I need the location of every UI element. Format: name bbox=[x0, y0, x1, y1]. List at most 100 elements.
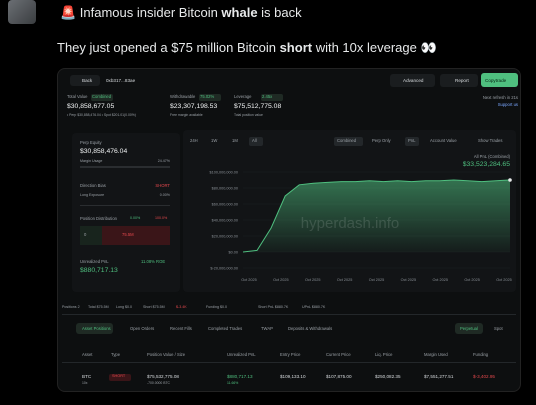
stat-label: Leverage bbox=[234, 94, 252, 99]
table-header: Funding bbox=[473, 352, 489, 357]
table-header: Position Value / Size bbox=[147, 352, 186, 357]
chart-toggle[interactable]: PnL bbox=[408, 138, 416, 143]
refresh-timer: Next refresh in 21s bbox=[482, 95, 518, 100]
support-link[interactable]: Support us bbox=[497, 102, 518, 107]
chart-toggle[interactable]: Perp Only bbox=[372, 138, 391, 143]
y-tick-label: $80,000,000.00 bbox=[212, 186, 238, 190]
avatar bbox=[8, 0, 36, 24]
wallet-address: 0xb317...83ae bbox=[106, 77, 136, 83]
margin-bar bbox=[80, 166, 170, 168]
watermark: hyperdash.info bbox=[300, 215, 400, 232]
distribution-short-bar bbox=[102, 226, 170, 245]
x-tick-label: Oct 2025 bbox=[241, 278, 256, 282]
y-tick-label: $40,000,000.00 bbox=[212, 218, 238, 222]
stat-value: $75,512,775.08 bbox=[234, 103, 282, 110]
stat-sub: Free margin available bbox=[170, 113, 203, 117]
x-tick-label: Oct 2025 bbox=[496, 278, 511, 282]
y-tick-label: $0.00 bbox=[228, 250, 238, 254]
table-cell-sub: -700.0000 BTC bbox=[147, 381, 170, 385]
distribution-long-bar bbox=[80, 226, 102, 245]
table-cell: $109,133.10 bbox=[280, 374, 306, 379]
range-tab[interactable]: All bbox=[252, 138, 257, 143]
short-badge bbox=[109, 373, 131, 381]
equity-label: Perp Equity bbox=[80, 140, 102, 145]
text-part: 🚨 Infamous insider Bitcoin bbox=[60, 5, 222, 20]
pnl-value: $33,523,284.65 bbox=[462, 161, 510, 168]
position-tab[interactable]: Deposits & Withdrawals bbox=[288, 326, 333, 331]
stat-tag bbox=[90, 93, 113, 101]
equity-value: $30,858,476.04 bbox=[80, 148, 128, 155]
table-cell: SHORT bbox=[112, 374, 126, 378]
text-part: is back bbox=[257, 5, 302, 20]
stat-tag-label: 2.45x bbox=[262, 94, 273, 99]
pnl-line bbox=[242, 179, 511, 253]
y-tick-label: $60,000,000.00 bbox=[212, 202, 238, 206]
bias-value: SHORT bbox=[155, 183, 170, 188]
text-part: whale bbox=[221, 5, 258, 20]
chart-toggle[interactable]: Show Trades bbox=[478, 138, 503, 143]
market-tab[interactable]: Spot bbox=[494, 326, 503, 331]
position-tab[interactable]: Open Orders bbox=[130, 326, 155, 331]
summary-item: Long $0.0 bbox=[116, 305, 132, 309]
text-part: with 10x leverage 👀 bbox=[312, 40, 437, 55]
stat-tag bbox=[260, 93, 283, 101]
y-tick-label: $20,000,000.00 bbox=[212, 234, 238, 238]
table-cell: $880,717.13 bbox=[227, 374, 253, 379]
toggle-active bbox=[405, 136, 419, 146]
market-tab-active bbox=[455, 323, 483, 334]
copytrade-button bbox=[481, 73, 518, 87]
range-active bbox=[249, 136, 263, 146]
x-tick-label: Oct 2025 bbox=[337, 278, 352, 282]
divider bbox=[80, 205, 170, 206]
summary-item: Positions 2 bbox=[62, 305, 80, 309]
range-tab[interactable]: 1M bbox=[232, 138, 238, 143]
text-part: They just opened a $75 million Bitcoin bbox=[57, 40, 280, 55]
pnl-label: All PnL (Combined) bbox=[473, 154, 510, 159]
distribution-label: Position Distribution bbox=[80, 216, 118, 221]
report-button[interactable]: Report bbox=[455, 77, 469, 83]
upnl-value: $880,717.13 bbox=[80, 267, 118, 274]
nav-button bbox=[390, 74, 435, 87]
stat-value: $23,307,198.53 bbox=[170, 103, 218, 110]
range-tab[interactable]: 1W bbox=[211, 138, 218, 143]
distribution-long: 0.00% bbox=[130, 216, 141, 220]
chart-toggle[interactable]: Combined bbox=[337, 138, 357, 143]
summary-item: $-3.4K bbox=[176, 305, 187, 309]
distribution-short: 100.0% bbox=[155, 216, 168, 220]
post-title: 🚨 Infamous insider Bitcoin whale is back bbox=[60, 6, 302, 19]
position-tab[interactable]: TWAP bbox=[261, 326, 273, 331]
copytrade-button-label[interactable]: Copytrade bbox=[485, 77, 507, 83]
x-tick-label: Oct 2025 bbox=[433, 278, 448, 282]
toggle-active bbox=[334, 136, 363, 146]
pnl-area bbox=[243, 180, 510, 252]
x-tick-label: Oct 2025 bbox=[369, 278, 384, 282]
summary-item: Short PnL $880.7K bbox=[258, 305, 289, 309]
market-tab[interactable]: Perpetual bbox=[460, 326, 478, 331]
range-tab[interactable]: 24H bbox=[190, 138, 198, 143]
stat-tag bbox=[198, 93, 221, 101]
table-header: Current Price bbox=[326, 352, 351, 357]
text-part: short bbox=[279, 40, 313, 55]
stat-sub: • Perp $30,858,476.04 • Spot $201.01(0.0… bbox=[67, 113, 136, 117]
margin-value: 24.47% bbox=[157, 159, 170, 163]
position-tab[interactable]: Asset Positions bbox=[82, 326, 111, 331]
roe-value: 11.08% ROE bbox=[141, 259, 166, 264]
chart-toggle[interactable]: Account Value bbox=[430, 138, 457, 143]
table-header: Type bbox=[111, 352, 121, 357]
back-button bbox=[70, 75, 100, 86]
position-tab[interactable]: Completed Trades bbox=[208, 326, 243, 331]
position-tab[interactable]: Recent Fills bbox=[170, 326, 192, 331]
tab-active bbox=[76, 323, 113, 334]
table-cell-sub: 11.66% bbox=[227, 381, 239, 385]
advanced-button[interactable]: Advanced bbox=[403, 77, 424, 83]
table-header: Asset bbox=[82, 352, 93, 357]
back-button-label[interactable]: Back bbox=[82, 77, 93, 83]
summary-item: Short $75.5M bbox=[143, 305, 165, 309]
stat-label: Withdrawable bbox=[170, 94, 196, 99]
post-text: They just opened a $75 million Bitcoin s… bbox=[57, 41, 437, 54]
divider bbox=[62, 314, 516, 315]
bias-label: Direction Bias bbox=[80, 183, 106, 188]
distribution-left: 0 bbox=[84, 232, 87, 237]
